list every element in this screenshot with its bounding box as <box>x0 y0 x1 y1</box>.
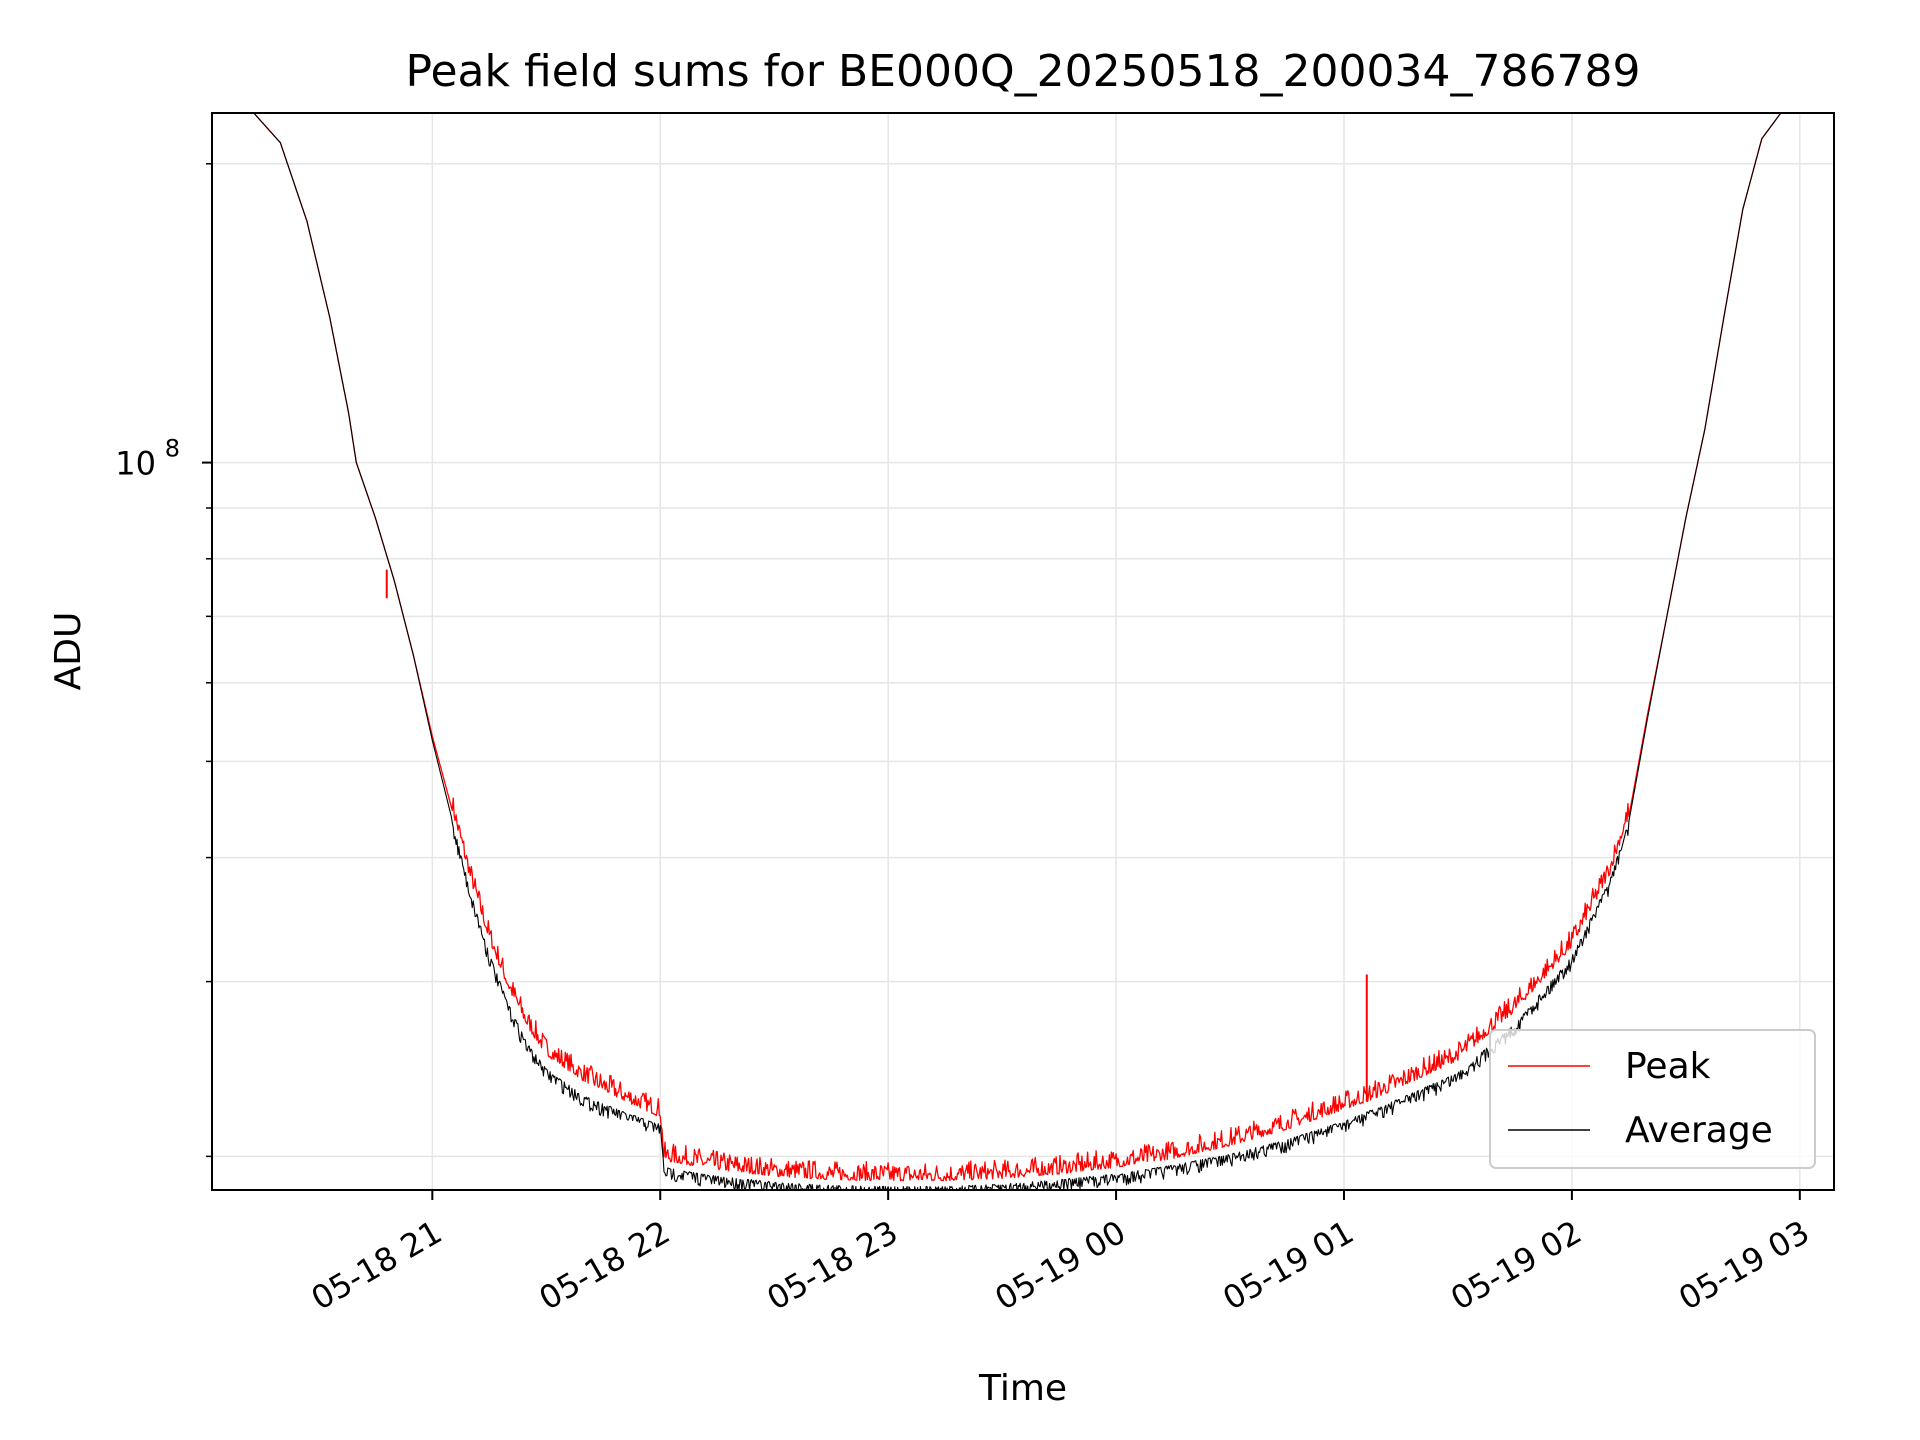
legend-label-peak: Peak <box>1625 1046 1711 1087</box>
legend: Peak Average <box>1489 1029 1816 1169</box>
x-axis-label: Time <box>978 1368 1067 1409</box>
series-line-peak <box>212 113 1834 1182</box>
legend-box <box>1489 1029 1816 1169</box>
legend-label-average: Average <box>1625 1110 1773 1151</box>
grid <box>212 113 1834 1190</box>
series-layer <box>212 113 1834 1190</box>
y-tick-label-exponent: 8 <box>165 435 180 463</box>
y-axis-label: ADU <box>48 612 89 691</box>
chart-title: Peak field sums for BE000Q_20250518_2000… <box>406 46 1641 97</box>
plot-frame <box>211 112 1835 1191</box>
y-tick-label: 10 <box>115 445 156 483</box>
series-line-average <box>212 113 1834 1190</box>
